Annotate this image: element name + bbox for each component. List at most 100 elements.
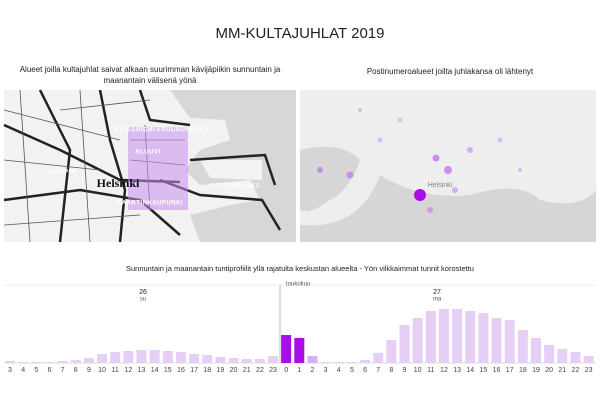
bar xyxy=(386,340,397,363)
x-tick-label: 23 xyxy=(269,367,277,374)
x-tick-label: 12 xyxy=(124,367,132,374)
weekday-label: ma xyxy=(433,297,442,303)
x-tick-label: 13 xyxy=(138,367,146,374)
x-tick-label: 1 xyxy=(297,367,301,374)
x-tick-label: 16 xyxy=(493,367,501,374)
x-tick-label: 14 xyxy=(466,367,474,374)
bar xyxy=(136,350,147,363)
x-tick-label: 19 xyxy=(532,367,540,374)
bar xyxy=(110,352,121,363)
map-label: KATAJANOKKA xyxy=(210,184,261,190)
bar xyxy=(478,313,489,363)
street-map xyxy=(3,89,296,243)
bar xyxy=(70,360,81,363)
map-label: KRUUNUNHAKA xyxy=(156,128,209,134)
map-label: KAISANIEMI xyxy=(115,128,155,134)
month-label: toukokuu xyxy=(286,282,310,288)
x-tick-label: 8 xyxy=(389,367,393,374)
bar xyxy=(425,311,436,363)
bar xyxy=(18,362,29,363)
x-tick-label: 6 xyxy=(47,367,51,374)
bar xyxy=(504,320,515,363)
x-tick-label: 18 xyxy=(203,367,211,374)
bar xyxy=(412,318,423,363)
x-tick-label: 15 xyxy=(164,367,172,374)
weekday-label: su xyxy=(140,297,146,303)
x-tick-label: 4 xyxy=(21,367,25,374)
x-tick-label: 15 xyxy=(480,367,488,374)
x-tick-label: 21 xyxy=(558,367,566,374)
map-label: KLUUVI xyxy=(135,150,160,156)
x-tick-label: 23 xyxy=(585,367,593,374)
x-tick-label: 13 xyxy=(453,367,461,374)
x-tick-label: 17 xyxy=(506,367,514,374)
x-tick-label: 7 xyxy=(376,367,380,374)
chart-title: Sunnuntain ja maanantain tuntiprofiilit … xyxy=(126,264,474,273)
map-label: Helsinki xyxy=(428,182,453,189)
map-label: KAARTINKAUPUNKI xyxy=(117,201,183,207)
bubble-map xyxy=(300,90,596,242)
x-tick-label: 10 xyxy=(414,367,422,374)
x-tick-label: 0 xyxy=(284,367,288,374)
x-tick-label: 3 xyxy=(324,367,328,374)
bar xyxy=(307,356,318,363)
bar xyxy=(491,318,502,363)
x-tick-label: 8 xyxy=(74,367,78,374)
bar xyxy=(294,338,305,363)
map-title: Alueet joilla kultajuhlat saivat alkaan … xyxy=(20,65,281,74)
bar xyxy=(189,354,200,363)
x-tick-label: 14 xyxy=(151,367,159,374)
x-tick-label: 17 xyxy=(190,367,198,374)
bar xyxy=(254,359,265,363)
x-tick-label: 3 xyxy=(8,367,12,374)
bar xyxy=(215,357,226,363)
x-tick-label: 21 xyxy=(243,367,251,374)
x-tick-label: 7 xyxy=(61,367,65,374)
x-tick-label: 11 xyxy=(427,367,434,374)
x-tick-label: 4 xyxy=(337,367,341,374)
x-tick-label: 16 xyxy=(177,367,185,374)
bar xyxy=(228,358,239,363)
bar xyxy=(346,362,357,363)
x-tick-label: 6 xyxy=(363,367,367,374)
x-tick-label: 22 xyxy=(572,367,580,374)
x-tick-label: 20 xyxy=(545,367,553,374)
bar xyxy=(241,359,252,363)
bar xyxy=(531,338,541,363)
x-tick-label: 18 xyxy=(519,367,527,374)
map-title: maanantain välisenä yönä xyxy=(104,76,198,85)
x-tick-label: 20 xyxy=(230,367,238,374)
map-label: KAMPPI xyxy=(49,170,75,176)
map-label: Helsinki xyxy=(97,176,140,190)
x-tick-label: 9 xyxy=(403,367,407,374)
bar xyxy=(281,335,292,363)
x-tick-label: 5 xyxy=(350,367,354,374)
x-tick-label: 22 xyxy=(256,367,264,374)
day-label: 27 xyxy=(433,289,441,296)
x-tick-label: 11 xyxy=(112,367,119,374)
x-tick-label: 19 xyxy=(217,367,225,374)
bar xyxy=(5,361,15,363)
bar xyxy=(123,351,134,363)
bar xyxy=(57,361,68,363)
bar xyxy=(570,352,581,363)
day-label: 26 xyxy=(139,289,147,296)
bar xyxy=(452,309,463,363)
bar xyxy=(557,349,568,363)
bar xyxy=(465,311,476,363)
bar xyxy=(268,356,278,363)
bar xyxy=(399,325,410,363)
x-tick-label: 5 xyxy=(34,367,38,374)
x-tick-label: 12 xyxy=(440,367,448,374)
x-tick-label: 2 xyxy=(310,367,314,374)
bar xyxy=(583,356,594,363)
bar xyxy=(544,345,555,363)
bar xyxy=(320,362,331,363)
map-title: Postinumeroalueet joilta juhlakansa oli … xyxy=(367,67,534,76)
bar xyxy=(83,358,94,363)
bar xyxy=(175,352,186,363)
bar xyxy=(438,309,449,363)
bar xyxy=(31,362,42,363)
bar xyxy=(202,355,213,363)
